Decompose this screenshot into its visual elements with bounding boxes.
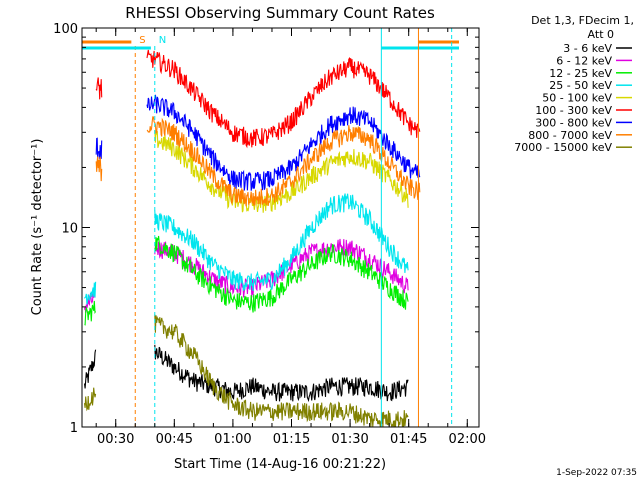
footer-timestamp: 1-Sep-2022 07:35 xyxy=(556,468,637,478)
y-tick-label-1: 10 xyxy=(61,222,78,237)
y-axis-label: Count Rate (s⁻¹ detector⁻¹) xyxy=(30,139,45,316)
x-tick-label-6: 02:00 xyxy=(449,432,486,447)
series-line-2-1 xyxy=(154,235,409,313)
series-line-3-0 xyxy=(84,281,97,305)
series-line-8-1 xyxy=(154,314,409,428)
legend-label-3: 25 - 50 keV xyxy=(549,79,612,92)
x-tick-label-4: 01:30 xyxy=(331,432,368,447)
series-line-2-0 xyxy=(84,300,97,326)
legend-label-8: 7000 - 15000 keV xyxy=(514,141,612,154)
x-tick-label-0: 00:30 xyxy=(97,432,134,447)
legend-label-6: 300 - 800 keV xyxy=(535,116,612,129)
legend-label-0: 3 - 6 keV xyxy=(563,42,612,55)
x-tick-label-1: 00:45 xyxy=(156,432,193,447)
x-tick-label-3: 01:15 xyxy=(273,432,310,447)
series-line-7-0 xyxy=(95,156,103,182)
chart-title: RHESSI Observing Summary Count Rates xyxy=(125,4,435,22)
series-line-3-1 xyxy=(154,193,409,292)
legend-header-line-2: Att 0 xyxy=(588,28,614,41)
legend-label-1: 6 - 12 keV xyxy=(556,54,612,67)
legend-label-2: 12 - 25 keV xyxy=(549,67,612,80)
y-tick-label-0: 1 xyxy=(70,421,78,436)
series-line-6-0 xyxy=(95,137,103,161)
x-axis-label: Start Time (14-Aug-16 00:21:22) xyxy=(174,457,386,472)
legend-label-4: 50 - 100 keV xyxy=(542,92,612,105)
y-tick-label-2: 100 xyxy=(53,22,78,37)
series-line-5-0 xyxy=(95,77,103,100)
legend-label-5: 100 - 300 keV xyxy=(535,104,612,117)
x-tick-label-2: 01:00 xyxy=(214,432,251,447)
legend-label-7: 800 - 7000 keV xyxy=(528,129,612,142)
axes-layer: 00:30 00:45 01:00 01:15 01:30 01:45 02:00 1 10 10… xyxy=(53,22,486,447)
series-line-5-1 xyxy=(146,49,421,149)
series-line-8-0 xyxy=(83,387,97,412)
series-line-1-1 xyxy=(154,238,409,298)
marker-label-1: N xyxy=(159,35,166,46)
series-line-0-1 xyxy=(154,344,409,403)
series-line-0-0 xyxy=(83,349,97,389)
series-line-4-0 xyxy=(154,130,409,213)
x-tick-label-5: 01:45 xyxy=(390,432,427,447)
legend-header-line-1: Det 1,3, FDecim 1, xyxy=(531,14,634,27)
series-line-6-1 xyxy=(146,94,421,191)
marker-label-0: S xyxy=(139,35,145,46)
series-line-7-1 xyxy=(146,116,421,207)
